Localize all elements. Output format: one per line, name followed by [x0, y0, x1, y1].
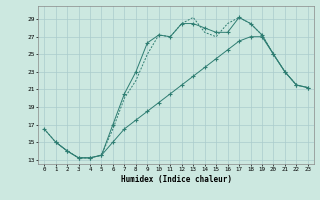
X-axis label: Humidex (Indice chaleur): Humidex (Indice chaleur)	[121, 175, 231, 184]
